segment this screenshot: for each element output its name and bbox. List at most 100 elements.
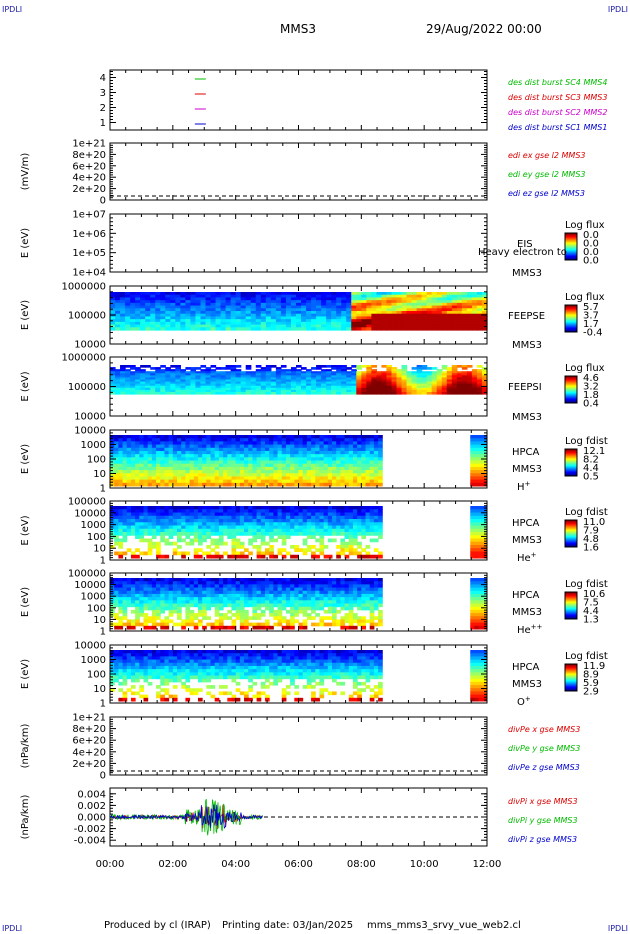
heatmap-cell [295,327,302,331]
heatmap-cell [197,460,203,465]
heatmap-cell [482,554,488,559]
heatmap-cell [265,321,272,326]
heatmap-cell [150,381,156,385]
heatmap-cell [125,308,131,312]
heatmap-cell [240,387,247,391]
heatmap-cell [327,554,333,559]
heatmap-cell [406,327,413,331]
heatmap-cell [260,385,267,389]
heatmap-cell [336,479,341,484]
heatmap-cell [160,535,165,539]
heatmap-cell [323,454,329,458]
heatmap-cell [470,538,475,543]
heatmap-cell [378,535,383,539]
heatmap-cell [189,515,195,520]
heatmap-cell [326,316,332,320]
colorbar-cell [565,326,577,328]
heatmap-cell [326,369,332,372]
heatmap-cell [366,305,372,309]
heatmap-cell [341,389,347,393]
heatmap-cell [118,482,124,487]
heatmap-cell [235,447,241,452]
heatmap-cell [482,535,488,539]
heatmap-cell [290,470,295,474]
heatmap-cell [205,377,212,381]
heatmap-cell [470,512,475,517]
heatmap-cell [378,460,383,465]
heatmap-cell [356,385,362,389]
heatmap-cell [270,377,277,381]
colorbar-cell [565,257,577,259]
heatmap-cell [210,454,216,458]
heatmap-cell [301,383,307,387]
heatmap-cell [396,389,403,393]
colorbar-cell [565,520,577,522]
heatmap-cell [273,438,279,442]
heatmap-cell [391,294,398,299]
heatmap-cell [239,447,245,452]
heatmap-cell [352,435,358,439]
heatmap-cell [239,506,245,510]
heatmap-cell [147,441,153,446]
heatmap-cell [352,450,358,455]
heatmap-cell [190,373,197,376]
heatmap-cell [177,528,182,533]
legend-entry: edi ez gse l2 MMS3 [508,189,585,198]
heatmap-cell [316,313,322,318]
heatmap-cell [190,375,197,379]
heatmap-cell [478,535,484,539]
heatmap-cell [230,377,237,381]
heatmap-cell [336,313,342,318]
heatmap-cell [185,444,191,449]
heatmap-cell [451,369,458,372]
heatmap-cell [482,447,488,452]
heatmap-cell [411,367,418,370]
heatmap-cell [190,385,197,389]
colorbar-cell [565,390,577,392]
heatmap-cell [381,324,388,328]
heatmap-cell [401,391,408,395]
heatmap-cell [441,292,448,296]
heatmap-cell [294,476,299,481]
heatmap-cell [260,305,267,309]
heatmap-cell [206,515,212,520]
heatmap-cell [369,450,375,455]
heatmap-cell [230,300,237,304]
heatmap-cell [295,371,302,374]
heatmap-cell [340,444,346,449]
heatmap-cell [482,545,488,549]
heatmap-cell [110,463,115,468]
heatmap-cell [118,470,124,474]
heatmap-cell [361,519,367,523]
heatmap-cell [227,506,232,510]
heatmap-cell [436,319,443,323]
heatmap-cell [356,367,362,370]
heatmap-cell [311,381,317,385]
heatmap-cell [150,373,156,376]
heatmap-cell [336,438,341,442]
heatmap-cell [165,371,171,374]
heatmap-cell [130,463,136,468]
heatmap-cell [275,305,282,309]
heatmap-cell [244,548,249,552]
heatmap-cell [290,482,295,487]
heatmap-cell [110,294,116,299]
heatmap-cell [235,365,242,368]
heatmap-cell [185,466,191,471]
heatmap-cell [478,515,484,520]
heatmap-cell [470,535,475,539]
heatmap-cell [252,444,258,449]
heatmap-cell [202,535,207,539]
heatmap-cell [115,292,121,296]
heatmap-cell [295,308,302,312]
heatmap-cell [250,381,257,385]
heatmap-cell [302,515,308,520]
heatmap-cell [252,438,258,442]
heatmap-cell [356,324,362,328]
heatmap-cell [351,292,357,296]
heatmap-cell [396,311,403,315]
heatmap-cell [206,479,212,484]
heatmap-cell [478,532,484,536]
heatmap-cell [260,541,266,546]
heatmap-cell [114,466,119,471]
